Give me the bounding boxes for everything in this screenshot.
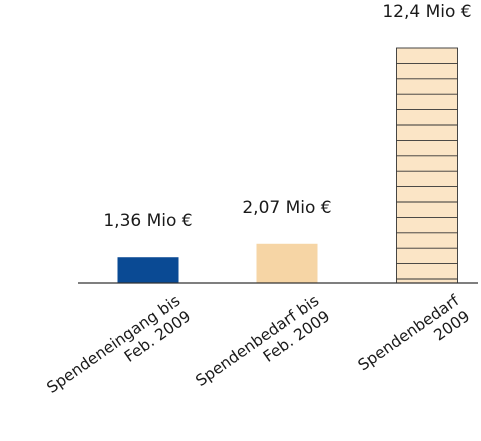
value-label: 1,36 Mio € [103,211,192,231]
bar-rect [396,47,458,284]
category-label-line: Spendeneingang bis [43,292,183,397]
category-label: Spendenbedarf2009 [355,291,474,390]
bar-1 [117,257,179,283]
bar-rect [256,243,318,283]
value-labels-group: 1,36 Mio € 2,07 Mio € 12,4 Mio € [103,2,471,231]
value-label: 12,4 Mio € [382,2,471,22]
bar-rect [117,257,179,283]
category-label: Spendeneingang bisFeb. 2009 [43,292,194,413]
bar-3 [396,47,458,284]
category-label: Spendenbedarf bisFeb. 2009 [192,292,333,406]
bar-2 [256,243,318,283]
category-labels-group: Spendeneingang bisFeb. 2009Spendenbedarf… [43,291,474,413]
value-label: 2,07 Mio € [242,198,331,218]
bars-group [117,47,458,284]
